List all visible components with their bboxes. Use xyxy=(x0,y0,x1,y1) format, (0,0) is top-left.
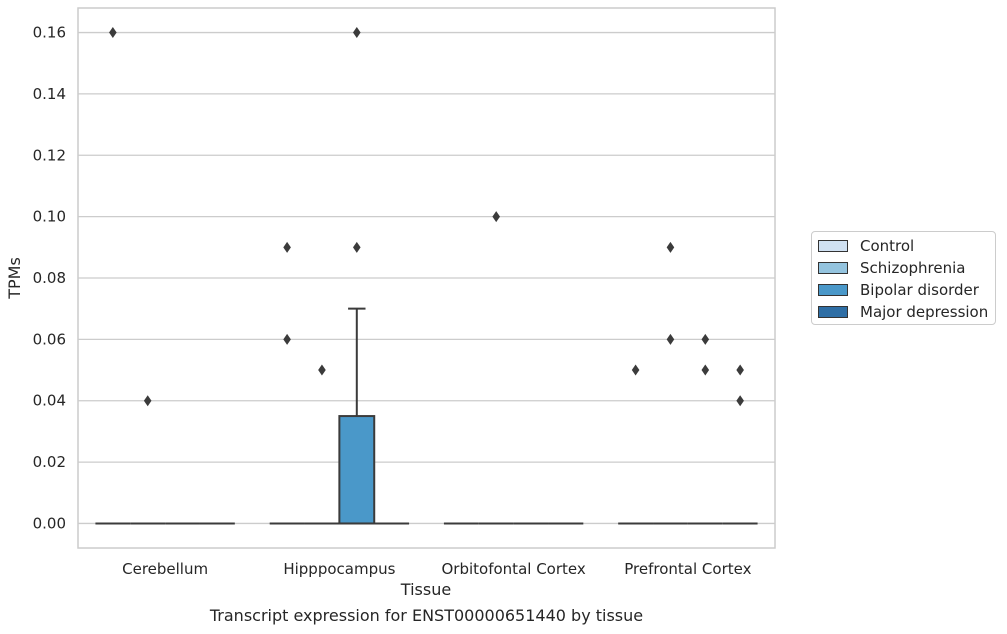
y-tick-label: 0.00 xyxy=(33,514,66,532)
x-axis-ticks: Cerebellum Hipppocampus Orbitofontal Corte… xyxy=(122,560,751,578)
outlier-point xyxy=(666,241,675,253)
legend-swatch-schizophrenia xyxy=(818,262,848,274)
legend-label-schizophrenia: Schizophrenia xyxy=(860,259,966,277)
x-tick-label: Cerebellum xyxy=(122,560,208,578)
outlier-point xyxy=(283,333,291,345)
outlier-point xyxy=(109,27,117,39)
y-tick-label: 0.16 xyxy=(33,24,66,42)
y-tick-label: 0.10 xyxy=(33,208,66,226)
outlier-point xyxy=(143,395,152,407)
outlier-point xyxy=(701,364,710,376)
y-axis-ticks: 0.00 0.02 0.04 0.06 0.08 0.10 0.12 0.14 0.16 xyxy=(33,24,66,533)
outlier-point xyxy=(701,333,710,345)
x-tick-label: Hipppocampus xyxy=(283,560,395,578)
x-axis-label: Tissue xyxy=(400,580,451,599)
gridlines xyxy=(78,31,775,525)
outlier-point xyxy=(283,241,291,253)
outlier-point xyxy=(666,333,675,345)
y-tick-label: 0.14 xyxy=(33,85,66,103)
outlier-point xyxy=(353,241,361,253)
legend: Control Schizophrenia Bipolar disorder M… xyxy=(811,231,996,325)
legend-swatch-bipolar-disorder xyxy=(818,284,848,296)
outlier-point xyxy=(318,364,326,376)
legend-item-schizophrenia: Schizophrenia xyxy=(818,258,965,278)
y-axis-label: TPMs xyxy=(5,257,24,300)
outlier-point xyxy=(736,395,744,407)
legend-label-major-depression: Major depression xyxy=(860,303,989,321)
x-tick-label: Orbitofontal Cortex xyxy=(442,560,586,578)
y-tick-label: 0.02 xyxy=(33,453,66,471)
legend-item-major-depression: Major depression xyxy=(818,302,988,322)
legend-label-control: Control xyxy=(860,237,915,255)
outlier-point xyxy=(631,364,640,376)
legend-swatch-control xyxy=(818,240,848,252)
outlier-point xyxy=(492,211,500,223)
legend-item-bipolar-disorder: Bipolar disorder xyxy=(818,280,979,300)
plot-area-frame xyxy=(77,7,776,549)
outlier-point xyxy=(736,364,744,376)
y-tick-label: 0.12 xyxy=(33,146,66,164)
x-tick-label: Prefrontal Cortex xyxy=(624,560,751,578)
y-tick-label: 0.04 xyxy=(33,392,66,410)
box-series xyxy=(95,27,758,525)
figure-caption: Transcript expression for ENST0000065144… xyxy=(209,606,644,625)
legend-label-bipolar-disorder: Bipolar disorder xyxy=(860,281,979,299)
box xyxy=(338,415,376,525)
y-tick-label: 0.08 xyxy=(33,269,66,287)
outlier-point xyxy=(353,27,361,39)
legend-swatch-major-depression xyxy=(818,306,848,318)
legend-item-control: Control xyxy=(818,236,914,256)
y-tick-label: 0.06 xyxy=(33,330,66,348)
